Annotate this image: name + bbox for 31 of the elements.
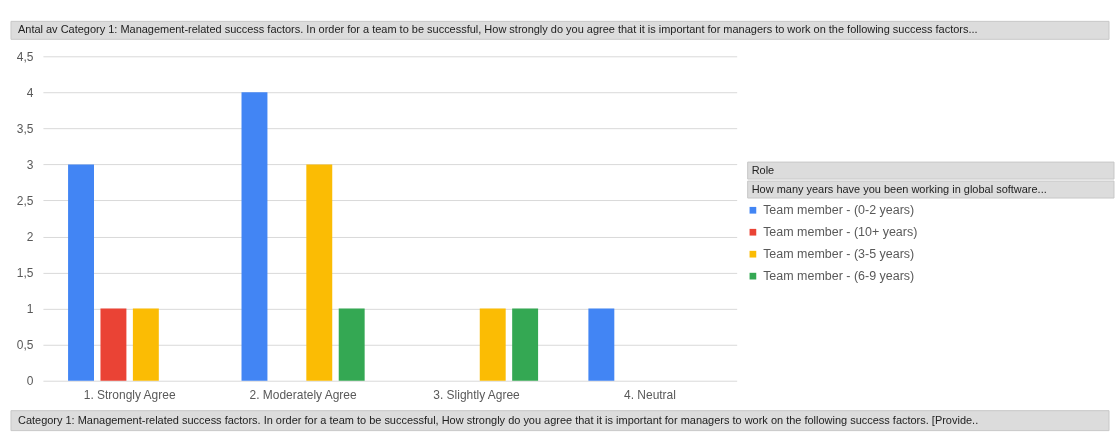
y-tick-label: 1 — [26, 302, 34, 317]
bar — [512, 308, 539, 381]
legend-label: Team member - (0-2 years) — [763, 203, 915, 218]
bar — [306, 164, 333, 381]
x-tick-label: 3. Slightly Agree — [433, 388, 521, 403]
chart-title: Antal av Category 1: Management-related success factors. In order for a team to be successful, How strongly do you agree that it is important for managers to work on the following success factors... — [17, 23, 978, 36]
bar — [241, 92, 268, 381]
bar — [338, 308, 365, 381]
bar — [68, 164, 94, 381]
bar — [132, 308, 159, 381]
bar — [588, 308, 615, 381]
x-tick-label: 2. Moderately Agree — [249, 388, 357, 403]
x-tick-label: 4. Neutral — [624, 388, 676, 403]
bar — [100, 308, 127, 381]
y-tick-label: 0,5 — [16, 338, 34, 353]
bar — [479, 308, 506, 381]
y-tick-label: 1,5 — [16, 266, 34, 281]
legend-title: Role — [751, 163, 775, 176]
y-tick-label: 0 — [26, 374, 34, 389]
x-axis-title: Category 1: Management-related success factors. In order for a team to be successful, How strongly do you agree that it is important for managers to work on the following success factors. [Provide.. — [17, 413, 979, 426]
y-tick-label: 3 — [26, 157, 34, 172]
y-tick-label: 3,5 — [16, 121, 34, 136]
legend-label: Team member - (3-5 years) — [763, 247, 915, 262]
legend-label: Team member - (10+ years) — [763, 225, 918, 240]
x-tick-label: 1. Strongly Agree — [83, 388, 176, 403]
text: How many years have you been working in global software... — [751, 182, 1047, 195]
y-tick-label: 4 — [26, 85, 34, 100]
y-tick-label: 4,5 — [16, 49, 34, 64]
y-tick-label: 2,5 — [16, 193, 34, 208]
y-tick-label: 2 — [26, 230, 34, 245]
legend-label: Team member - (6-9 years) — [763, 269, 915, 284]
